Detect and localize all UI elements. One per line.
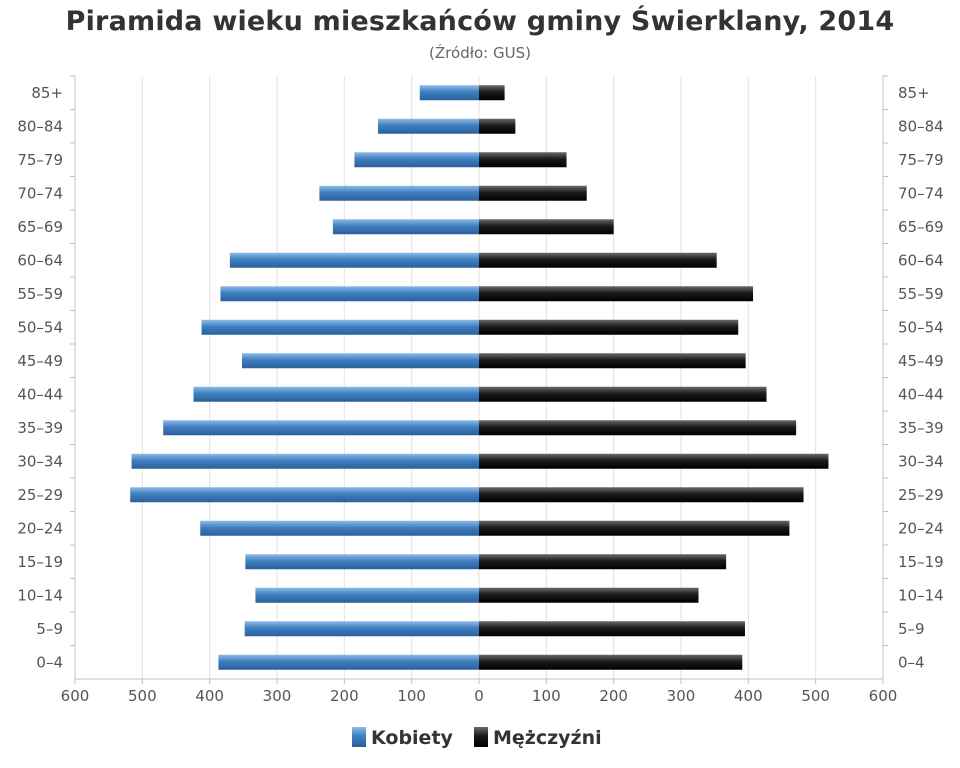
x-tick-label: 0: [474, 687, 484, 705]
bar-mezczyzni[interactable]: [479, 621, 745, 637]
y-tick-label-right: 10–14: [898, 586, 944, 604]
bar-kobiety[interactable]: [201, 319, 479, 335]
bar-kobiety[interactable]: [245, 554, 479, 570]
y-tick-label-left: 80–84: [17, 117, 63, 135]
legend: Kobiety Mężczyźni: [352, 727, 602, 749]
y-tick-label-right: 0–4: [898, 653, 925, 671]
y-tick-label-right: 5–9: [898, 620, 925, 638]
y-tick-label-left: 40–44: [17, 385, 63, 403]
y-tick-label-right: 55–59: [898, 285, 944, 303]
bar-mezczyzni[interactable]: [479, 453, 829, 469]
chart-subtitle: (Źródło: GUS): [429, 44, 531, 62]
bar-kobiety[interactable]: [229, 252, 479, 268]
y-tick-label-left: 65–69: [17, 218, 63, 236]
bar-mezczyzni[interactable]: [479, 219, 614, 235]
y-tick-label-left: 5–9: [36, 620, 63, 638]
x-tick-label: 500: [128, 687, 157, 705]
x-tick-label: 200: [330, 687, 359, 705]
bar-kobiety[interactable]: [220, 286, 479, 302]
legend-mezczyzni-label: Mężczyźni: [493, 727, 602, 749]
x-tick-label: 400: [734, 687, 763, 705]
y-tick-label-right: 50–54: [898, 318, 944, 336]
bar-kobiety[interactable]: [130, 487, 480, 503]
axes: 85+ 85+ 80–84 80–84 75–79 75–79 70–74 70–74 65–6…: [17, 75, 944, 705]
y-tick-label-left: 0–4: [36, 653, 63, 671]
y-tick-label-left: 25–29: [17, 486, 63, 504]
bar-kobiety[interactable]: [200, 520, 480, 536]
bar-mezczyzni[interactable]: [479, 118, 516, 134]
y-tick-label-left: 55–59: [17, 285, 63, 303]
bar-mezczyzni[interactable]: [479, 152, 567, 168]
bar-kobiety[interactable]: [163, 420, 479, 436]
bar-mezczyzni[interactable]: [479, 554, 727, 570]
bar-mezczyzni[interactable]: [479, 185, 587, 201]
bar-kobiety[interactable]: [354, 152, 479, 168]
y-tick-label-right: 85+: [898, 84, 930, 102]
bar-kobiety[interactable]: [218, 654, 480, 670]
y-tick-label-left: 10–14: [17, 586, 63, 604]
bar-kobiety[interactable]: [319, 185, 479, 201]
y-tick-label-right: 30–34: [898, 452, 944, 470]
bar-mezczyzni[interactable]: [479, 386, 767, 402]
y-tick-label-left: 75–79: [17, 151, 63, 169]
y-tick-label-right: 25–29: [898, 486, 944, 504]
y-tick-label-right: 45–49: [898, 352, 944, 370]
bar-mezczyzni[interactable]: [479, 353, 746, 369]
bar-kobiety[interactable]: [332, 219, 479, 235]
bar-mezczyzni[interactable]: [479, 252, 717, 268]
bar-kobiety[interactable]: [193, 386, 480, 402]
y-tick-label-left: 85+: [31, 84, 63, 102]
x-tick-label: 600: [61, 687, 90, 705]
y-tick-label-right: 40–44: [898, 385, 944, 403]
y-tick-label-left: 30–34: [17, 452, 63, 470]
bar-kobiety[interactable]: [131, 453, 479, 469]
legend-kobiety[interactable]: Kobiety: [352, 727, 454, 749]
x-tick-label: 100: [397, 687, 426, 705]
x-tick-label: 300: [667, 687, 696, 705]
y-tick-label-left: 50–54: [17, 318, 63, 336]
x-tick-label: 600: [869, 687, 898, 705]
y-tick-label-left: 45–49: [17, 352, 63, 370]
legend-kobiety-swatch: [352, 727, 366, 747]
bars: [130, 85, 829, 670]
bar-mezczyzni[interactable]: [479, 319, 739, 335]
y-tick-label-left: 70–74: [17, 184, 63, 202]
chart-title: Piramida wieku mieszkańców gminy Świerkl…: [65, 6, 895, 37]
y-tick-label-right: 80–84: [898, 117, 944, 135]
x-tick-label: 500: [801, 687, 830, 705]
y-tick-label-right: 20–24: [898, 519, 944, 537]
legend-mezczyzni-swatch: [474, 727, 488, 747]
x-tick-label: 100: [532, 687, 561, 705]
bar-mezczyzni[interactable]: [479, 520, 790, 536]
bar-kobiety[interactable]: [419, 85, 479, 101]
y-tick-label-right: 70–74: [898, 184, 944, 202]
y-tick-label-right: 15–19: [898, 553, 944, 571]
bar-kobiety[interactable]: [241, 353, 479, 369]
bar-mezczyzni[interactable]: [479, 654, 743, 670]
bar-mezczyzni[interactable]: [479, 286, 754, 302]
y-tick-label-right: 65–69: [898, 218, 944, 236]
bar-mezczyzni[interactable]: [479, 420, 797, 436]
x-tick-label: 300: [263, 687, 292, 705]
grid-lines: [141, 76, 817, 679]
x-tick-label: 400: [195, 687, 224, 705]
bar-mezczyzni[interactable]: [479, 587, 699, 603]
y-tick-label-left: 15–19: [17, 553, 63, 571]
y-tick-label-right: 60–64: [898, 251, 944, 269]
y-tick-label-left: 20–24: [17, 519, 63, 537]
y-tick-label-right: 75–79: [898, 151, 944, 169]
bar-mezczyzni[interactable]: [479, 487, 804, 503]
y-tick-label-left: 35–39: [17, 419, 63, 437]
legend-mezczyzni[interactable]: Mężczyźni: [474, 727, 602, 749]
y-tick-label-right: 35–39: [898, 419, 944, 437]
x-tick-label: 200: [599, 687, 628, 705]
bar-kobiety[interactable]: [244, 621, 479, 637]
bar-mezczyzni[interactable]: [479, 85, 505, 101]
bar-kobiety[interactable]: [255, 587, 479, 603]
bar-kobiety[interactable]: [378, 118, 479, 134]
legend-kobiety-label: Kobiety: [371, 727, 454, 749]
y-tick-label-left: 60–64: [17, 251, 63, 269]
